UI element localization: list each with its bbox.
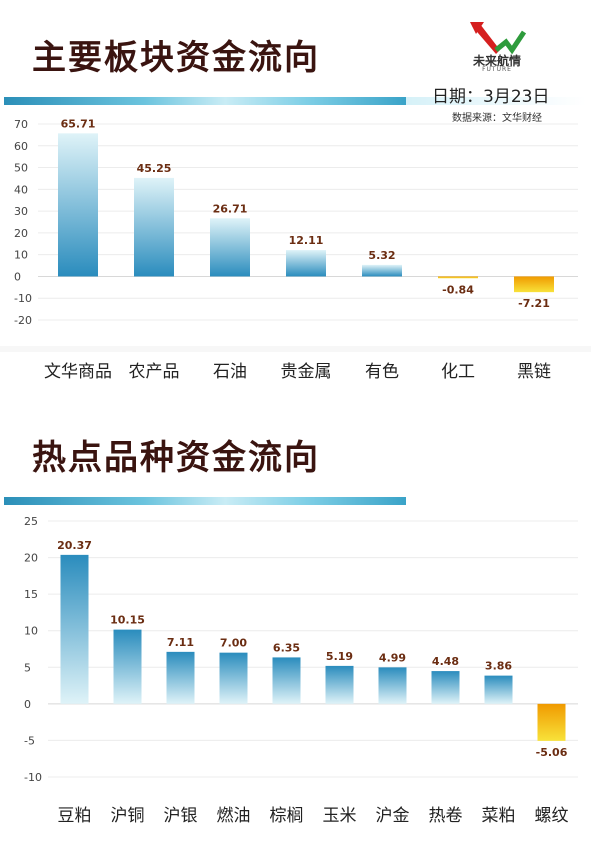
chart1-value-label: 12.11: [289, 234, 324, 247]
chart2-value-label: 7.00: [220, 637, 247, 650]
chart1-value-label: 45.25: [137, 162, 172, 175]
chart1-ytick-label: 50: [14, 162, 28, 175]
chart1-ytick-label: -10: [14, 292, 32, 305]
chart2-bar-7: [378, 667, 407, 704]
chart1-bar-5: [362, 264, 402, 277]
chart2-bar-3: [166, 651, 195, 704]
logo-subtext: FUTURE: [482, 66, 512, 73]
chart2-ytick-label: -10: [24, 771, 42, 784]
chart2-bar-4: [219, 652, 248, 704]
source-label: 数据来源：文华财经: [452, 113, 542, 124]
chart2-ytick-label: 15: [24, 588, 38, 601]
chart1-bar-2: [134, 177, 174, 277]
chart2-bar-10: [537, 703, 566, 741]
chart1-title-stripe-fade: [406, 97, 586, 105]
chart1-ytick-label: 30: [14, 205, 28, 218]
chart1-title-stripe: [4, 97, 406, 105]
chart2-category-label: 沪银: [164, 806, 198, 826]
chart1-bar-7: [514, 276, 554, 293]
chart2-category-label: 玉米: [323, 806, 357, 826]
chart1-ytick-label: 60: [14, 140, 28, 153]
chart2-title: 热点品种资金流向: [32, 438, 320, 478]
chart2-category-label: 菜粕: [482, 806, 516, 826]
chart2-category-label: 螺纹: [535, 806, 569, 826]
chart1-ytick-label: 40: [14, 183, 28, 196]
chart2-category-label: 沪金: [376, 806, 410, 826]
logo-text: 未来航情: [472, 54, 521, 68]
chart2-bar-2: [113, 629, 142, 704]
chart2-category-label: 沪铜: [111, 806, 145, 826]
chart1-title: 主要板块资金流向: [32, 38, 320, 78]
chart1-value-label: 26.71: [213, 202, 248, 215]
chart2-value-label: -5.06: [536, 746, 568, 759]
chart1-plot: 70 60 50 40 30 20 10 0 -10 -20 65.71 文华商品 45.25 农产品 26…: [14, 117, 578, 382]
chart1-category-label: 化工: [441, 362, 475, 382]
chart2-value-label: 3.86: [485, 660, 512, 673]
chart2-value-label: 10.15: [110, 614, 145, 627]
chart1-bar-4: [286, 250, 326, 277]
chart1-value-label: -7.21: [518, 297, 550, 310]
chart1-category-label: 有色: [365, 362, 399, 382]
section-separator: [0, 346, 591, 352]
chart2-bar-8: [431, 671, 460, 704]
chart1-value-label: -0.84: [442, 283, 474, 296]
chart2-bar-9: [484, 675, 513, 704]
chart2-value-label: 4.48: [432, 655, 459, 668]
chart1-bar-3: [210, 218, 250, 277]
date-label: 日期：3月23日: [432, 87, 550, 107]
chart1-ytick-label: 20: [14, 227, 28, 240]
chart1-category-label: 石油: [213, 362, 247, 382]
chart1-bar-1: [58, 133, 98, 277]
chart1-ytick-label: 10: [14, 249, 28, 262]
chart2-bar-1: [60, 554, 89, 704]
chart1-ytick-label: 0: [14, 270, 21, 283]
chart2-ytick-label: 20: [24, 552, 38, 565]
chart2-value-label: 5.19: [326, 650, 353, 663]
chart1-category-label: 农产品: [129, 362, 180, 382]
chart2-ytick-label: 25: [24, 515, 38, 528]
chart1-category-label: 贵金属: [281, 362, 332, 382]
chart2-bar-6: [325, 665, 354, 704]
chart1-ytick-label: -20: [14, 314, 32, 327]
chart2-category-label: 棕榈: [270, 806, 304, 826]
chart2-title-stripe: [4, 497, 406, 505]
chart1-category-label: 文华商品: [44, 362, 112, 382]
chart2-value-label: 4.99: [379, 651, 406, 664]
chart2-category-label: 燃油: [217, 806, 251, 826]
chart2-ytick-label: 0: [24, 698, 31, 711]
chart2-bar-5: [272, 657, 301, 704]
chart2-category-label: 热卷: [429, 806, 463, 826]
chart2-value-label: 7.11: [167, 636, 194, 649]
chart2-ytick-label: -5: [24, 734, 35, 747]
chart1-ytick-label: 70: [14, 118, 28, 131]
future-logo-icon: [470, 22, 527, 55]
chart2-value-label: 20.37: [57, 539, 92, 552]
chart2-category-label: 豆粕: [58, 806, 92, 826]
chart1-value-label: 65.71: [61, 117, 96, 130]
chart1-category-label: 黑链: [517, 362, 551, 382]
chart1-bar-6: [438, 276, 478, 279]
chart1-value-label: 5.32: [368, 249, 395, 262]
chart2-value-label: 6.35: [273, 641, 300, 654]
chart2-ytick-label: 10: [24, 625, 38, 638]
chart2-ytick-label: 5: [24, 661, 31, 674]
